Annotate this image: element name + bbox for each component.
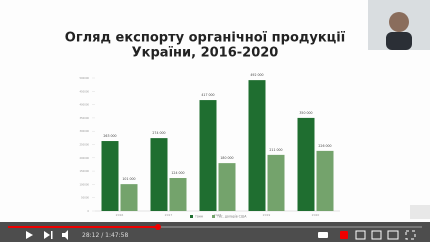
bar [121,184,138,211]
legend-label: тонн [195,215,203,219]
x-tick-label: 2016 [116,213,124,217]
x-tick-label: 2017 [165,213,173,217]
bar [151,138,168,211]
x-tick-label: 2020 [312,213,320,217]
y-tick-label: 350000 [79,116,89,120]
bar [170,178,187,211]
bar [102,141,119,211]
bar [268,155,285,211]
y-tick-label: 200000 [79,156,89,160]
value-label: 274 000 [152,131,165,135]
y-tick-label: 100000 [79,182,89,186]
x-tick-label: 2019 [263,213,271,217]
value-label: 492 000 [250,73,263,77]
webcam-person [389,12,409,32]
value-label: 180 000 [220,156,233,160]
y-tick-label: 50000 [81,196,89,200]
legend-swatch [212,215,215,218]
value-label: 226 000 [318,144,331,148]
value-label: 350 000 [299,111,312,115]
progress-handle[interactable] [155,224,161,230]
value-label: 417 000 [201,93,214,97]
autoplay-toggle[interactable] [318,232,328,238]
webcam-person [386,32,412,50]
chart-title: Огляд експорту органічної продукції [65,31,346,46]
bar [298,118,315,211]
legend-swatch [190,215,193,218]
time-display: 28:12 / 1:47:58 [82,232,128,239]
y-tick-label: 150000 [79,169,89,173]
slide-corner [410,205,430,219]
progress-played[interactable] [8,226,158,228]
value-label: 211 000 [269,148,282,152]
bar [219,163,236,211]
y-tick-label: 500000 [79,76,89,80]
next-button[interactable] [51,231,53,239]
y-tick-label: 250000 [79,143,89,147]
legend-label: тис. доларів США [217,215,247,219]
bar [317,151,334,211]
y-tick-label: 300000 [79,129,89,133]
chart-title: України, 2016-2020 [132,46,279,61]
y-tick-label: 450000 [79,89,89,93]
value-label: 124 000 [171,171,184,175]
video-frame: Огляд експорту органічної продукції Укра… [0,0,430,242]
y-tick-label: 400000 [79,103,89,107]
value-label: 263 000 [103,134,116,138]
value-label: 101 000 [122,177,135,181]
settings-button[interactable] [340,231,348,239]
bar [200,100,217,211]
bar [249,80,266,211]
